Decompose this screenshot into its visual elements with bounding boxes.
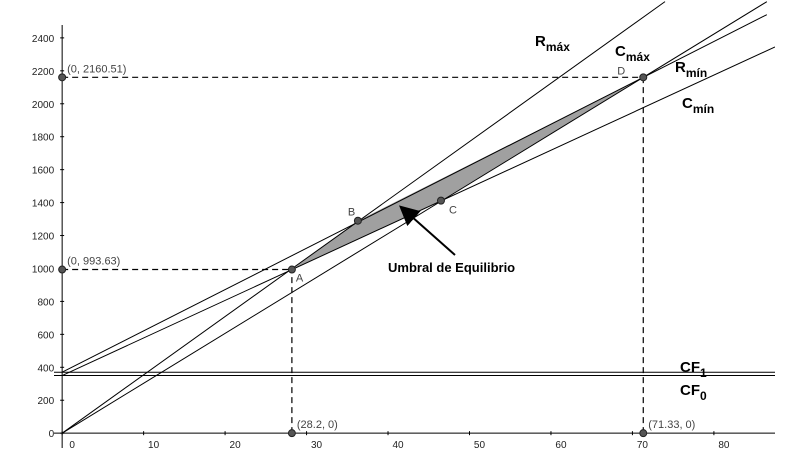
axis-point (639, 429, 648, 438)
y-tick-label: 1000 (32, 264, 55, 275)
y-tick-label: 200 (37, 396, 54, 407)
axis-point-label: (0, 2160.51) (67, 63, 126, 75)
series-line (61, 1, 768, 434)
series-label-sub: 0 (700, 389, 707, 403)
series-label-sub: 1 (700, 366, 707, 380)
y-tick-label: 800 (37, 297, 54, 308)
series-label-sub: máx (626, 50, 650, 64)
x-tick-label: 80 (718, 440, 730, 451)
series-line (61, 46, 775, 376)
series-label: Rmín (675, 59, 707, 80)
y-tick-label: 400 (37, 363, 54, 374)
axis-point (58, 73, 67, 82)
annotation: Umbral de Equilibrio (388, 260, 515, 275)
series-label-sub: mín (693, 102, 714, 116)
y-tick-label: 2200 (32, 67, 55, 78)
point-label: B (348, 207, 355, 219)
series-label-sub: máx (546, 40, 570, 54)
x-tick-label: 70 (637, 440, 649, 451)
series-label-sub: mín (686, 66, 707, 80)
x-tick-label: 50 (474, 440, 486, 451)
y-tick-label: 0 (49, 429, 55, 440)
x-tick-label: 40 (392, 440, 404, 451)
x-tick-label: 30 (311, 440, 323, 451)
series-line (61, 1, 666, 434)
x-tick-label: 0 (69, 440, 75, 451)
series-label: Cmáx (615, 43, 650, 64)
point (436, 196, 445, 205)
axis-point-label: (71.33, 0) (648, 419, 695, 431)
y-tick-label: 1400 (32, 199, 55, 210)
plot-area (54, 1, 775, 434)
y-tick-label: 1800 (32, 133, 55, 144)
series-label-main: CF (680, 359, 700, 376)
point (287, 265, 296, 274)
axis-point-label: (28.2, 0) (297, 419, 338, 431)
series-label: Rmáx (535, 33, 570, 54)
x-tick-label: 20 (230, 440, 242, 451)
y-tick-label: 600 (37, 330, 54, 341)
series-label-main: C (615, 43, 626, 60)
y-tick-label: 2000 (32, 100, 55, 111)
series-label-main: CF (680, 382, 700, 399)
x-tick-label: 60 (555, 440, 567, 451)
y-tick-label: 1200 (32, 232, 55, 243)
series-line (61, 14, 768, 373)
point-label: A (296, 273, 304, 285)
y-tick-label: 2400 (32, 34, 55, 45)
series-label-main: R (675, 59, 686, 76)
point-label: D (617, 65, 625, 77)
y-tick-label: 1600 (32, 166, 55, 177)
equilibrium-region (291, 77, 644, 270)
axis-point-label: (0, 993.63) (67, 256, 120, 268)
point (639, 73, 648, 82)
series-label: CF1 (680, 359, 707, 380)
series-label: Cmín (682, 95, 714, 116)
series-label: CF0 (680, 382, 707, 403)
point (353, 216, 362, 225)
series-label-main: C (682, 95, 693, 112)
axis-point (58, 265, 67, 274)
point-label: C (449, 205, 457, 217)
x-tick-label: 10 (148, 440, 160, 451)
annotation-arrow (399, 205, 456, 256)
axis-point (287, 429, 296, 438)
series-label-main: R (535, 33, 546, 50)
